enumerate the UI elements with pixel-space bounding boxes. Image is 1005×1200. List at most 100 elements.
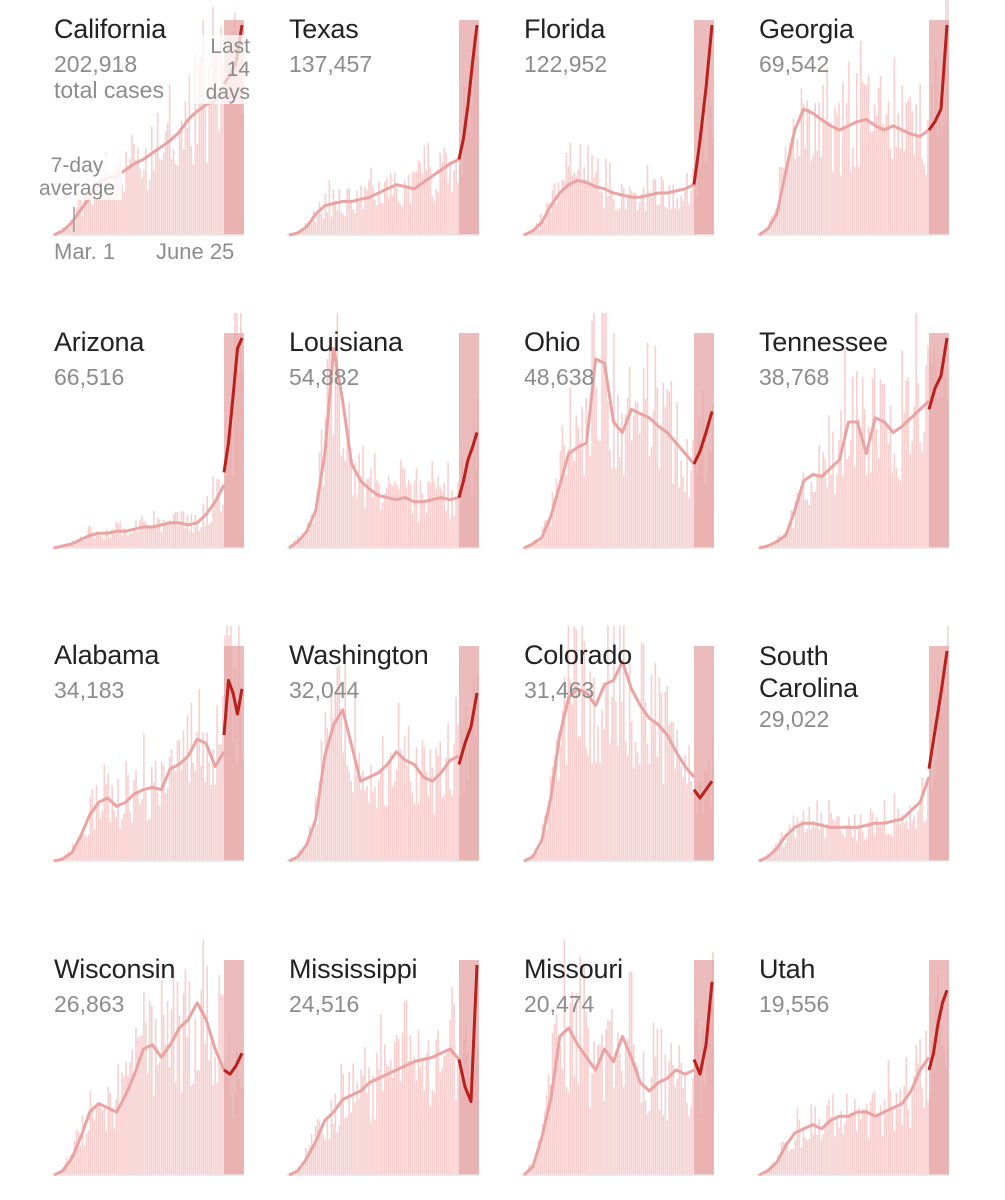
daily-bar [145,522,147,548]
daily-bar [115,817,117,861]
daily-bar [887,833,890,861]
daily-bar [131,134,133,235]
daily-bar [832,171,834,235]
daily-bar [897,477,900,548]
daily-bar [77,197,80,235]
daily-bar [332,434,335,548]
daily-bar [561,1068,564,1175]
daily-bar [555,1013,558,1175]
daily-bar [911,1093,913,1175]
daily-bar [143,521,145,548]
daily-bar [547,1073,550,1175]
daily-bar [200,990,203,1175]
daily-bar [139,519,141,548]
daily-bar [861,377,864,548]
daily-bar [636,752,639,861]
daily-bar [587,443,589,548]
daily-bar [563,180,566,235]
daily-bar [340,455,343,548]
daily-bar [909,1128,911,1175]
daily-bar [91,205,94,235]
daily-bar [194,770,197,861]
daily-bar [318,201,321,235]
daily-bar [121,184,123,235]
daily-bar [431,461,434,548]
daily-bar [869,132,872,235]
daily-bar [541,823,544,861]
daily-bar [583,476,585,548]
daily-bar [571,992,574,1175]
daily-bar [915,1045,917,1175]
daily-bar [316,824,319,861]
daily-bar [788,142,791,235]
daily-bar [344,215,346,235]
daily-bar [770,216,773,235]
daily-bar [457,725,459,861]
daily-bar [784,531,787,548]
daily-bar [680,766,682,861]
daily-bar [344,460,346,548]
daily-bar [395,1035,398,1175]
daily-bar [176,512,179,548]
daily-bar [397,488,400,548]
daily-bar [403,180,406,235]
daily-bar [166,123,169,235]
daily-bar [431,195,434,235]
daily-bar [652,410,655,548]
daily-bar [147,1074,149,1175]
daily-bar [145,791,147,861]
daily-bar [905,380,908,548]
daily-bar [69,856,72,861]
daily-bar [883,799,886,861]
seven-day-average-line [758,107,930,237]
daily-bar [911,441,913,548]
daily-bar [174,771,177,861]
daily-bar [877,458,880,548]
daily-bar [214,57,216,235]
daily-bar [180,769,183,861]
daily-bar [354,1103,356,1175]
daily-bar [131,533,133,548]
daily-bar [374,453,376,548]
daily-bar [822,1134,824,1175]
daily-bar [91,532,94,548]
daily-bar [535,539,538,548]
daily-bar [137,531,139,548]
daily-bar [125,1061,127,1175]
daily-bar [439,152,441,235]
daily-bar [166,1001,169,1175]
daily-bar [196,524,199,548]
daily-bar [666,685,669,861]
daily-bar [374,199,376,235]
daily-bar [419,162,422,235]
daily-bar [772,213,775,235]
daily-bar [644,702,647,861]
state-name: Louisiana [289,327,403,357]
chart-svg [287,313,479,550]
daily-bar [688,203,690,235]
daily-bar [778,838,781,861]
daily-bar [182,511,185,548]
daily-bar [567,449,570,548]
daily-bar [772,847,775,861]
daily-bar [75,845,78,861]
daily-bar [342,1074,345,1175]
daily-bar [919,442,921,548]
daily-bar [443,795,445,861]
daily-bar [95,1103,98,1175]
daily-bar [555,203,558,235]
daily-bar [567,166,570,235]
daily-bar [69,1154,72,1175]
daily-bar [591,763,593,861]
daily-bar [909,453,911,548]
daily-bar [670,381,673,548]
state-chart-georgia: Georgia 69,542 [757,0,957,245]
daily-bar [413,480,416,548]
daily-bar [593,677,595,861]
daily-bar [212,6,214,235]
daily-bar [770,854,773,861]
total-cases: 48,638 [524,364,595,390]
daily-bar [184,758,187,861]
daily-bar [607,625,609,861]
seven-day-average-line [53,737,226,863]
